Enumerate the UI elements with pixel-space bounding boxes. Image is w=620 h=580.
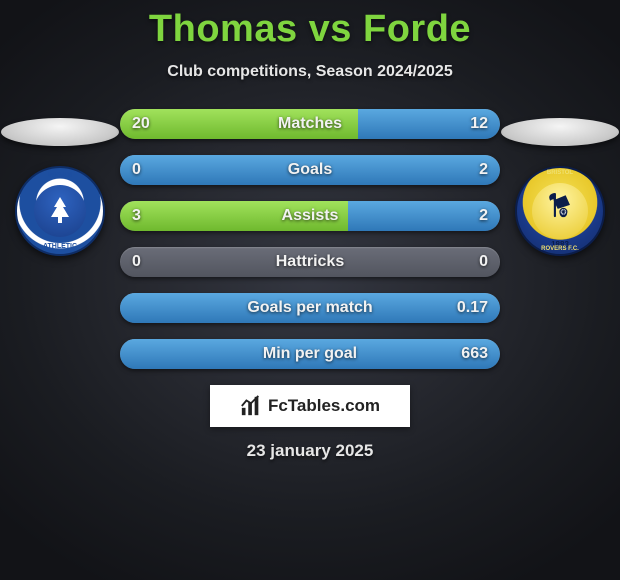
content: Thomas vs Forde Club competitions, Seaso… (0, 0, 620, 580)
bar-right-fill (358, 109, 501, 139)
stat-bar: 20Matches12 (120, 109, 500, 139)
stat-bar: 3Assists2 (120, 201, 500, 231)
right-player-badge: BRISTOL 1883 ROVERS F.C. (500, 118, 620, 256)
bar-right-fill (120, 155, 500, 185)
watermark: FcTables.com (210, 385, 410, 427)
right-player-ellipse (501, 118, 619, 146)
stat-bar: 0Hattricks0 (120, 247, 500, 277)
bar-left-fill (120, 109, 358, 139)
watermark-text: FcTables.com (268, 396, 380, 416)
pirate-icon (543, 187, 577, 228)
tree-icon (40, 191, 80, 231)
crest-text-bot: ROVERS F.C. (517, 246, 603, 252)
bar-right-fill (120, 293, 500, 323)
crest-text-top: WIGAN (17, 172, 103, 179)
stat-bar: Goals per match0.17 (120, 293, 500, 323)
left-team-crest: WIGAN ATHLETIC (15, 166, 105, 256)
date: 23 january 2025 (0, 441, 620, 461)
stat-bar: 0Goals2 (120, 155, 500, 185)
crest-text-top: BRISTOL (517, 170, 603, 176)
chart-icon (240, 395, 262, 417)
left-player-ellipse (1, 118, 119, 146)
right-team-crest: BRISTOL 1883 ROVERS F.C. (515, 166, 605, 256)
crest-text-bot: ATHLETIC (17, 243, 103, 250)
bar-right-fill (120, 339, 500, 369)
bar-right-value: 0 (479, 247, 488, 277)
left-player-badge: WIGAN ATHLETIC (0, 118, 120, 256)
bar-label: Hattricks (120, 247, 500, 277)
page-title: Thomas vs Forde (0, 0, 620, 51)
stat-bar: Min per goal663 (120, 339, 500, 369)
bar-left-value: 0 (132, 247, 141, 277)
bar-left-fill (120, 201, 348, 231)
crest-inner (34, 185, 86, 237)
subtitle: Club competitions, Season 2024/2025 (0, 63, 620, 81)
bar-right-fill (348, 201, 500, 231)
stats-bars: 20Matches12 0Goals2 3Assists2 0Hattricks0 Go… (120, 109, 500, 369)
